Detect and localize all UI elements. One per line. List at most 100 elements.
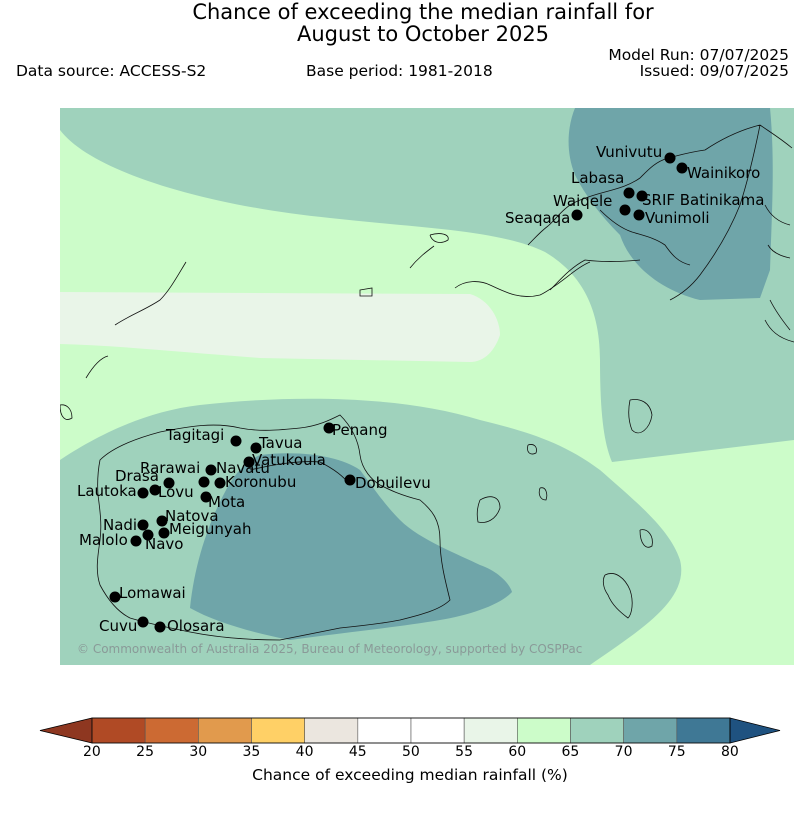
- location-label: SRIF Batinikama: [642, 191, 764, 209]
- location-label: Lautoka: [77, 482, 137, 500]
- location-label: Drasa: [115, 467, 159, 485]
- location-label: Navatu: [216, 459, 270, 477]
- location-dot: [142, 529, 154, 541]
- location-marker: Mota: [200, 491, 245, 511]
- location-marker: Vunivutu: [596, 143, 676, 164]
- colorbar-tick-label: 50: [402, 744, 420, 760]
- location-dot: [344, 474, 356, 486]
- colorbar-tick-label: 65: [561, 744, 580, 760]
- colorbar-under-arrow: [39, 717, 93, 744]
- colorbar-tick-label: 45: [348, 744, 367, 760]
- location-marker: Penang: [323, 421, 387, 439]
- location-label: Natova: [165, 507, 219, 525]
- location-dot: [198, 476, 210, 488]
- colorbar-swatch: [517, 717, 571, 744]
- location-dot: [243, 456, 255, 468]
- location-label: Vunivutu: [596, 143, 662, 161]
- location-label: Penang: [332, 421, 387, 439]
- colorbar-swatch: [463, 717, 518, 744]
- location-marker: Labasa: [571, 169, 635, 199]
- location-marker: Waiqele: [553, 192, 631, 216]
- location-dot: [149, 484, 161, 496]
- location-marker: Natova: [156, 507, 219, 527]
- location-label: Waiqele: [553, 192, 612, 210]
- colorbar-tick-label: 20: [83, 744, 101, 760]
- colorbar-swatch: [198, 717, 252, 744]
- location-marker: Tagitagi: [165, 426, 242, 447]
- location-dot: [619, 204, 631, 216]
- location-dot: [323, 422, 335, 434]
- location-label: Labasa: [571, 169, 624, 187]
- location-marker: Dobuilevu: [344, 474, 431, 492]
- location-label: Dobuilevu: [355, 474, 431, 492]
- base-period-label: Base period: 1981-2018: [306, 62, 493, 80]
- colorbar-over-arrow: [729, 717, 781, 744]
- location-label: Mota: [208, 493, 245, 511]
- model-run-label: Model Run: 07/07/2025: [608, 46, 789, 64]
- location-label: Vatukoula: [252, 451, 326, 469]
- location-marker: Cuvu: [99, 616, 149, 635]
- location-dot: [214, 477, 226, 489]
- colorbar-swatch: [91, 717, 146, 744]
- location-marker: Meigunyah: [158, 520, 251, 539]
- colorbar-swatch: [251, 717, 305, 744]
- location-label: Tavua: [258, 434, 302, 452]
- location-dot: [109, 591, 121, 603]
- location-dot: [623, 187, 635, 199]
- location-dot: [163, 477, 175, 489]
- colorbar-swatch: [676, 717, 731, 744]
- location-label: Cuvu: [99, 617, 137, 635]
- location-label: Seaqaqa: [505, 209, 570, 227]
- location-marker: Koronubu: [214, 473, 296, 491]
- location-dot: [676, 162, 688, 174]
- colorbar-tick-label: 30: [189, 744, 208, 760]
- colorbar-tick-label: 60: [508, 744, 527, 760]
- coastlines: [60, 124, 794, 641]
- location-marker: Tavua: [250, 434, 302, 454]
- location-dot: [154, 621, 166, 633]
- location-label: Lomawai: [119, 584, 186, 602]
- location-label: Rarawai: [140, 459, 200, 477]
- location-marker: Drasa: [115, 467, 175, 489]
- location-label: Vunimoli: [645, 209, 710, 227]
- colorbar-title: Chance of exceeding median rainfall (%): [252, 766, 568, 784]
- colorbar-swatch: [144, 717, 199, 744]
- colorbar-tick-label: 70: [614, 744, 633, 760]
- location-dot: [137, 519, 149, 531]
- colorbar-swatch: [304, 717, 359, 744]
- location-marker: Malolo: [79, 531, 142, 549]
- location-label: Nadi: [103, 516, 137, 534]
- location-marker: Lomawai: [109, 584, 186, 603]
- location-label: Lovu: [158, 483, 194, 501]
- location-dot: [158, 527, 170, 539]
- location-marker: Nadi: [103, 516, 149, 534]
- location-dot: [137, 487, 149, 499]
- location-dot: [205, 464, 217, 476]
- location-dot: [250, 442, 262, 454]
- location-marker: Vunimoli: [633, 209, 710, 227]
- location-label: Wainikoro: [687, 164, 760, 182]
- location-marker: Lovu: [149, 483, 194, 501]
- location-dot: [200, 491, 212, 503]
- copyright-notice: © Commonwealth of Australia 2025, Bureau…: [77, 642, 582, 656]
- location-marker: Navo: [142, 529, 183, 553]
- colorbar-swatch: [623, 717, 678, 744]
- location-label: Olosara: [167, 617, 225, 635]
- colorbar-swatch: [357, 717, 412, 744]
- issued-label: Issued: 09/07/2025: [639, 62, 789, 80]
- location-dot: [633, 209, 645, 221]
- map-title-line1: Chance of exceeding the median rainfall …: [192, 0, 654, 24]
- location-marker: Navatu: [198, 459, 270, 488]
- colorbar-frame: [91, 717, 731, 744]
- colorbar: [39, 717, 781, 744]
- location-marker: Seaqaqa: [505, 209, 583, 227]
- location-marker: Vatukoula: [243, 451, 326, 469]
- location-marker: Olosara: [154, 617, 225, 635]
- location-label: Navo: [145, 535, 183, 553]
- colorbar-swatch: [410, 717, 465, 744]
- colorbar-tick-label: 80: [721, 744, 739, 760]
- location-dot: [664, 152, 676, 164]
- location-dot: [636, 190, 648, 202]
- colorbar-tick-label: 40: [295, 744, 314, 760]
